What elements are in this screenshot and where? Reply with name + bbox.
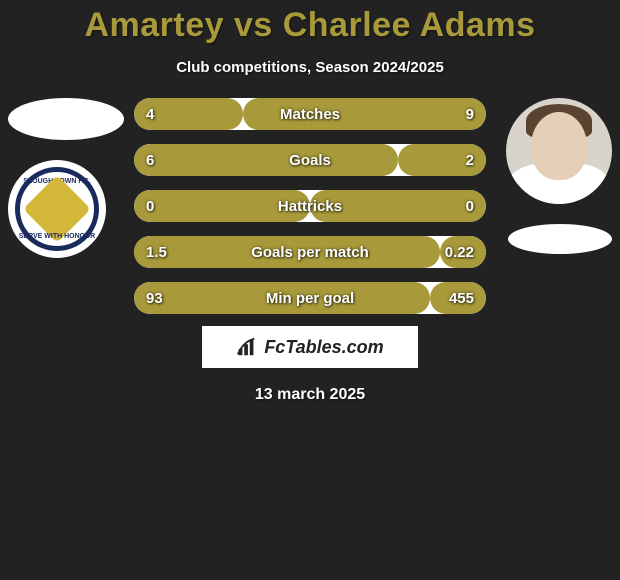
left-club-crest: SLOUGH TOWN F.C. SERVE WITH HONOUR (8, 160, 106, 258)
club-crest-icon: SLOUGH TOWN F.C. SERVE WITH HONOUR (15, 167, 99, 251)
brand-text: FcTables.com (264, 337, 383, 358)
stat-fill-left (134, 144, 398, 176)
stat-fill-right (243, 98, 486, 130)
stat-row: 00Hattricks (134, 190, 486, 222)
bar-chart-icon (236, 336, 258, 358)
comparison-title: Amartey vs Charlee Adams (0, 0, 620, 45)
stat-fill-right (398, 144, 486, 176)
brand-logo-box: FcTables.com (202, 326, 418, 368)
stat-fill-left (134, 190, 310, 222)
crest-text-bottom: SERVE WITH HONOUR (19, 233, 96, 240)
main-row: SLOUGH TOWN F.C. SERVE WITH HONOUR 49Mat… (0, 98, 620, 314)
stat-fill-left (134, 236, 440, 268)
right-club-badge (508, 224, 612, 254)
stat-row: 1.50.22Goals per match (134, 236, 486, 268)
stat-fill-left (134, 98, 243, 130)
footer-date: 13 march 2025 (0, 386, 620, 404)
stat-row: 62Goals (134, 144, 486, 176)
stats-column: 49Matches 62Goals 00Hattricks 1.50.22Goals … (128, 98, 492, 314)
stat-fill-right (310, 190, 486, 222)
left-player-column: SLOUGH TOWN F.C. SERVE WITH HONOUR (8, 98, 128, 314)
left-player-name-badge (8, 98, 124, 140)
comparison-subtitle: Club competitions, Season 2024/2025 (0, 59, 620, 76)
stat-row: 49Matches (134, 98, 486, 130)
stat-row: 93455Min per goal (134, 282, 486, 314)
stat-fill-left (134, 282, 430, 314)
stat-fill-right (440, 236, 486, 268)
stat-fill-right (430, 282, 486, 314)
right-player-photo (506, 98, 612, 204)
right-player-column (492, 98, 612, 314)
